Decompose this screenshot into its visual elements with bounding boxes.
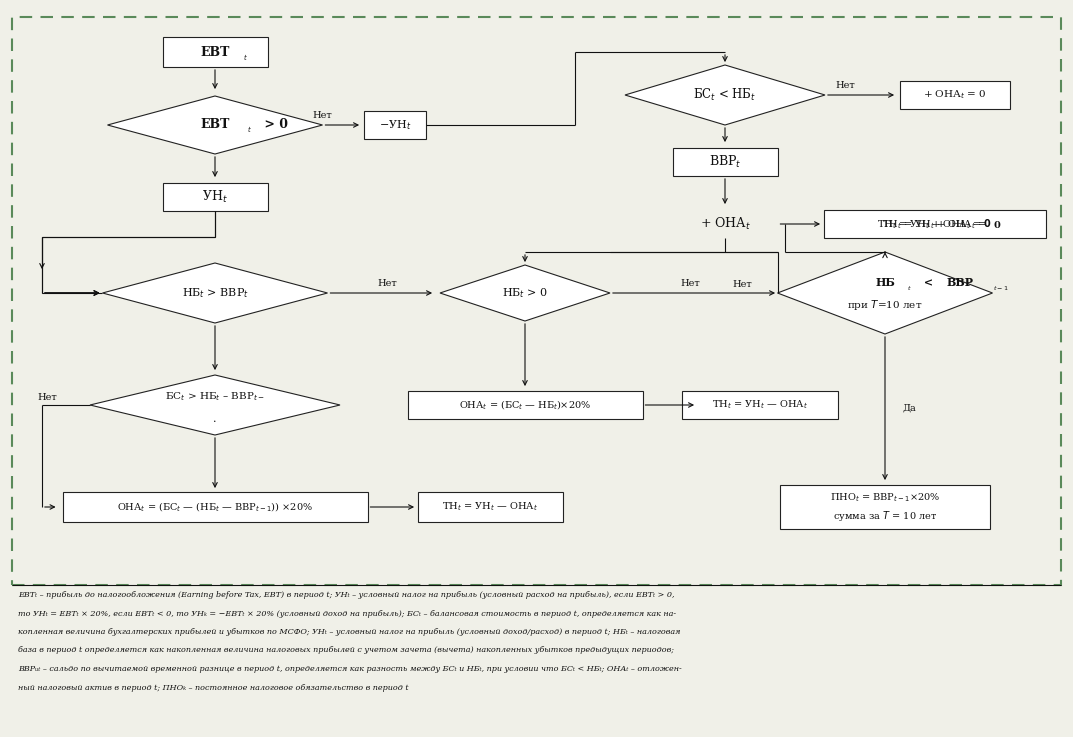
Text: копленная величина бухгалтерских прибылей и убытков по МСФО; УНₜ – условный нало: копленная величина бухгалтерских прибыле… (18, 628, 680, 636)
Text: + ОНА$_t$: + ОНА$_t$ (700, 216, 750, 232)
Text: 0: 0 (994, 220, 1000, 229)
Text: $_t$: $_t$ (247, 125, 252, 135)
Text: EBTₜ – прибыль до налогообложения (Earning before Tax, EBT) в период t; УНₜ – ус: EBTₜ – прибыль до налогообложения (Earni… (18, 591, 675, 599)
Text: НБ: НБ (876, 278, 895, 288)
Text: при $T$=10 лет: при $T$=10 лет (848, 298, 923, 312)
Polygon shape (107, 96, 323, 154)
FancyBboxPatch shape (408, 391, 643, 419)
FancyBboxPatch shape (62, 492, 367, 522)
FancyBboxPatch shape (162, 37, 267, 67)
Text: ОНА$_t$ = (БС$_t$ — (НБ$_t$ — ВВР$_{t-1}$)) ×20%: ОНА$_t$ = (БС$_t$ — (НБ$_t$ — ВВР$_{t-1}… (117, 500, 313, 514)
Text: ПНО$_t$ = ВВР$_{t-1}$×20%: ПНО$_t$ = ВВР$_{t-1}$×20% (829, 492, 940, 504)
FancyBboxPatch shape (162, 183, 267, 211)
Text: EBT: EBT (201, 46, 230, 58)
Text: ТН$_t$ = УН$_t$ + ОНА$_t$ =: ТН$_t$ = УН$_t$ + ОНА$_t$ = (882, 219, 988, 231)
Text: Нет: Нет (38, 393, 57, 402)
Text: БС$_t$ > НБ$_t$ – ВВР$_{t-}$: БС$_t$ > НБ$_t$ – ВВР$_{t-}$ (165, 391, 265, 403)
Text: Нет: Нет (312, 111, 332, 119)
Text: + ОНА$_t$ = 0: + ОНА$_t$ = 0 (923, 88, 987, 102)
Text: Нет: Нет (377, 279, 397, 287)
FancyBboxPatch shape (417, 492, 562, 522)
Text: Нет: Нет (680, 279, 700, 287)
FancyBboxPatch shape (673, 148, 778, 176)
Text: ТН$_t$ = УН$_t$ — ОНА$_t$: ТН$_t$ = УН$_t$ — ОНА$_t$ (442, 500, 538, 514)
Text: Нет: Нет (733, 281, 752, 290)
Text: ный налоговый актив в период t; ПНОₖ – постоянное налоговое обязательство в пери: ный налоговый актив в период t; ПНОₖ – п… (18, 683, 409, 691)
FancyBboxPatch shape (780, 485, 990, 529)
Polygon shape (440, 265, 609, 321)
Polygon shape (103, 263, 327, 323)
Text: −УН$_t$: −УН$_t$ (379, 118, 411, 132)
Text: БС$_t$ < НБ$_t$: БС$_t$ < НБ$_t$ (693, 87, 756, 103)
Text: $_t$: $_t$ (242, 53, 248, 63)
Text: ТН$_t$ = УН$_t$ — ОНА$_t$: ТН$_t$ = УН$_t$ — ОНА$_t$ (712, 399, 808, 411)
Text: НБ$_t$ > 0: НБ$_t$ > 0 (502, 286, 548, 300)
Text: ВВРᵤₜ – сальдо по вычитаемой временной разнице в период t, определяется как разн: ВВРᵤₜ – сальдо по вычитаемой временной р… (18, 665, 681, 673)
FancyBboxPatch shape (900, 81, 1010, 109)
Text: $_{t-1}$: $_{t-1}$ (993, 284, 1009, 293)
Text: ВВР: ВВР (947, 278, 974, 288)
Text: ВВР$_t$: ВВР$_t$ (708, 154, 741, 170)
Text: сумма за $T$ = 10 лет: сумма за $T$ = 10 лет (833, 509, 937, 523)
FancyBboxPatch shape (364, 111, 426, 139)
Text: Нет: Нет (835, 80, 855, 89)
Text: Да: Да (903, 404, 916, 413)
Text: ТН$_t$ = УН$_t$ + ОНА$_t$ = $\mathbf{0}$: ТН$_t$ = УН$_t$ + ОНА$_t$ = $\mathbf{0}$ (878, 217, 993, 231)
FancyBboxPatch shape (682, 391, 838, 419)
Text: ОНА$_t$ = (БС$_t$ — НБ$_t$)×20%: ОНА$_t$ = (БС$_t$ — НБ$_t$)×20% (459, 398, 591, 412)
Text: база в период t определяется как накопленная величина налоговых прибылей с учето: база в период t определяется как накопле… (18, 646, 674, 654)
Text: НБ$_t$ > ВВР$_t$: НБ$_t$ > ВВР$_t$ (181, 286, 249, 300)
Text: УН$_t$: УН$_t$ (202, 189, 227, 205)
Text: то УНₜ = EBTₜ × 20%, если EBTₜ < 0, то УНₖ = −EBTₜ × 20% (условный доход на приб: то УНₜ = EBTₜ × 20%, если EBTₜ < 0, то У… (18, 609, 676, 618)
Text: EBT: EBT (201, 119, 230, 131)
Polygon shape (624, 65, 825, 125)
Text: > 0: > 0 (260, 119, 288, 131)
FancyBboxPatch shape (824, 210, 1046, 238)
Text: $_t$: $_t$ (907, 284, 912, 293)
Text: <: < (920, 278, 937, 288)
Text: .: . (214, 414, 217, 424)
Polygon shape (90, 375, 340, 435)
Polygon shape (778, 252, 993, 334)
